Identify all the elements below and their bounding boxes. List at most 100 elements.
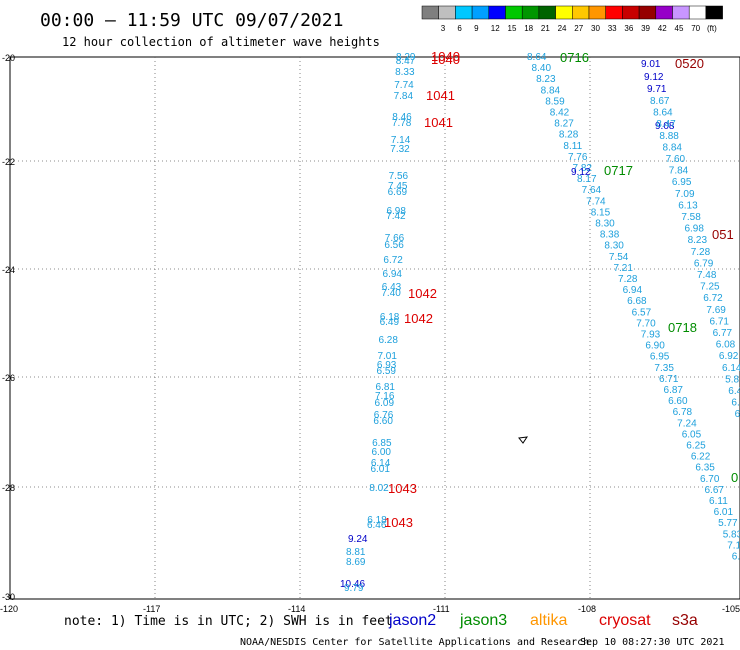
wave-height-value: 6.49 <box>380 317 400 328</box>
timestamp: Sep 10 08:27:30 UTC 2021 <box>580 637 725 648</box>
colorbar-tick-label: 33 <box>608 24 617 33</box>
color-swatch <box>672 5 690 20</box>
color-swatch <box>655 5 673 20</box>
footnote: note: 1) Time is in UTC; 2) SWH is in fe… <box>64 614 393 629</box>
color-swatch <box>421 5 439 20</box>
wave-height-value: 8.59 <box>545 96 565 107</box>
color-swatch <box>521 5 540 20</box>
color-swatch <box>605 5 623 20</box>
wave-height-value: 7.45 <box>388 181 408 192</box>
wave-height-value: 6.70 <box>700 474 720 485</box>
color-swatch <box>471 5 490 20</box>
wave-height-value: 7.56 <box>389 171 409 182</box>
pass-time-cryosat: 1043 <box>384 515 413 530</box>
wave-height-value: 7.24 <box>677 418 697 429</box>
wave-height-value: 8.67 <box>650 96 670 107</box>
color-swatch <box>555 5 573 20</box>
wave-height-value: 7.82 <box>573 163 593 174</box>
map-grid <box>9 56 740 600</box>
lat-label: -28 <box>2 483 15 493</box>
wave-height-value: 8.17 <box>577 174 597 185</box>
wave-height-value: 7.64 <box>582 185 602 196</box>
color-swatch <box>705 5 723 20</box>
wave-height-value: 5.83 <box>723 529 740 540</box>
wave-height-value: 6.01 <box>370 464 390 475</box>
wave-height-value: 7.48 <box>697 270 717 281</box>
island-outline <box>518 436 529 444</box>
wave-height-value: 6.08 <box>716 340 736 351</box>
wave-height-value: 8.38 <box>600 230 620 241</box>
wave-height-value: 7.84 <box>669 166 689 177</box>
color-swatch <box>638 5 657 20</box>
wave-height-value: 6.18 <box>367 515 387 526</box>
colorbar-unit: (ft) <box>707 24 717 33</box>
wave-height-value: 7.58 <box>681 212 701 223</box>
lon-label: -117 <box>143 604 160 614</box>
wave-height-value: 6.14 <box>371 458 391 469</box>
wave-height-value: 8.69 <box>346 557 366 568</box>
wave-height-value: 6.59 <box>377 366 397 377</box>
page-title: 00:00 – 11:59 UTC 09/07/2021 <box>40 10 343 31</box>
wave-height-value: 7.14 <box>391 135 411 146</box>
wave-height-value: 6.90 <box>645 341 665 352</box>
colorbar-tick-label: 24 <box>558 24 567 33</box>
wave-height-value: 6.60 <box>668 396 688 407</box>
wave-height-value: 6.87 <box>664 385 684 396</box>
wave-height-value: 6.95 <box>672 177 692 188</box>
wave-height-value: 6.25 <box>686 441 706 452</box>
lon-label: -120 <box>0 604 18 614</box>
wave-height-value: 8.15 <box>591 207 611 218</box>
wave-height-value: 8.27 <box>554 119 574 130</box>
colorbar-tick-label: 27 <box>574 24 583 33</box>
wave-height-value: 6. <box>731 398 739 409</box>
wave-height-value: 8.23 <box>536 74 556 85</box>
legend-s3a: s3a <box>672 612 698 629</box>
wave-height-value: 6.72 <box>703 293 723 304</box>
wave-height-value: 6.68 <box>627 296 647 307</box>
wave-height-value: 8.84 <box>663 142 683 153</box>
wave-height-value: 7.76 <box>568 152 588 163</box>
wave-height-value: 8.29 <box>396 52 416 63</box>
wave-height-value: 6.71 <box>659 374 679 385</box>
lon-label: -108 <box>578 604 596 614</box>
wave-height-value: 7.69 <box>706 305 726 316</box>
wave-height-value: 7.01 <box>377 351 397 362</box>
colorbar-tick-label: 30 <box>591 24 600 33</box>
legend-jason3: jason3 <box>459 612 507 629</box>
color-swatch <box>622 5 640 20</box>
wave-height-value: 7.25 <box>700 282 720 293</box>
wave-height-value: 9.12 <box>571 167 591 178</box>
colorbar-tick-label: 3 <box>441 24 446 33</box>
pass-time-labels: 1040 1040 1041 1041 1042 1042 1043 1043 … <box>384 49 738 530</box>
wave-height-value: 6.60 <box>373 416 393 427</box>
color-swatch <box>588 5 606 20</box>
pass-time-cryosat: 1042 <box>404 311 433 326</box>
lat-label: -20 <box>2 53 15 63</box>
wave-height-value: 7.32 <box>390 144 410 155</box>
wave-height-value: 7.21 <box>613 263 633 274</box>
wave-height-value: 6.95 <box>650 352 670 363</box>
wave-height-value: 8.33 <box>395 67 415 78</box>
lon-label: -111 <box>433 604 450 614</box>
pass-time-cryosat: 1043 <box>388 481 417 496</box>
wave-height-value: 6.67 <box>704 485 724 496</box>
pass-time-jason3: 0717 <box>604 163 633 178</box>
wave-height-value: 6.69 <box>388 187 408 198</box>
pass-time-s3a: 0520 <box>675 56 704 71</box>
color-swatch <box>538 5 556 20</box>
wave-height-value: 6.98 <box>684 224 704 235</box>
wave-height-value: 6.18 <box>380 312 400 323</box>
wave-height-value: 7.28 <box>618 274 638 285</box>
wave-height-value: 7.93 <box>641 330 661 341</box>
wave-height-value: 8.30 <box>595 219 615 230</box>
legend-altika: altika <box>530 612 567 629</box>
pass-time-jason3: 0718 <box>668 320 697 335</box>
wave-height-value: 6.98 <box>386 206 406 217</box>
pass-time-jason3: 0716 <box>560 50 589 65</box>
wave-height-value: 6.81 <box>376 382 396 393</box>
wave-height-value: 8.64 <box>527 52 547 63</box>
color-swatch <box>688 5 707 20</box>
colorbar-tick-label: 18 <box>524 24 533 33</box>
pass-time-s3a: 051 <box>712 227 734 242</box>
wave-height-value: 6.71 <box>710 316 730 327</box>
